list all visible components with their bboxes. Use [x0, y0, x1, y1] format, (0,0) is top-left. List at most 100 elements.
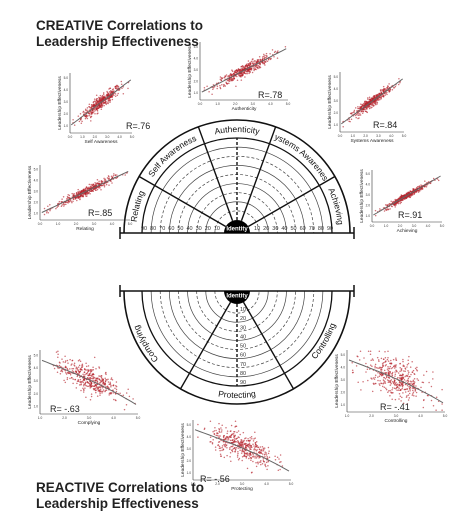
scatter-point — [407, 379, 409, 381]
scatter-point — [279, 461, 281, 463]
scatter-point — [95, 108, 98, 111]
scatter-point — [57, 356, 59, 359]
scatter-point — [88, 106, 91, 108]
scatter-point — [66, 198, 68, 200]
scatter-point — [249, 446, 251, 448]
scatter-point — [43, 207, 46, 210]
scatter-point — [402, 392, 404, 394]
scatter-point — [261, 448, 263, 451]
scatter-point — [377, 99, 380, 101]
scatter-point — [87, 370, 90, 373]
scatter-point — [212, 438, 214, 441]
scatter-point — [95, 384, 97, 387]
scatter-point — [104, 96, 107, 99]
scatter-point — [413, 381, 416, 383]
y-tick-label: 2.0 — [34, 201, 39, 205]
scatter-point — [437, 179, 440, 182]
scatter-point — [212, 430, 214, 433]
scatter-point — [408, 355, 410, 358]
wheel-ring — [205, 290, 269, 323]
scatter-point — [92, 101, 95, 104]
scatter-point — [226, 430, 229, 432]
scatter-point — [366, 106, 369, 109]
scatter-point — [261, 463, 264, 465]
scatter-point — [394, 384, 396, 386]
scatter-point — [95, 189, 97, 192]
scatter-point — [111, 378, 114, 381]
scatter-point — [220, 455, 222, 457]
scatter-point — [366, 368, 369, 371]
scatter-point — [92, 372, 94, 375]
scatter-point — [376, 95, 378, 97]
scatter-point — [223, 443, 225, 446]
scatter-point — [84, 194, 87, 196]
scatter-point — [226, 454, 228, 457]
x-tick-label: 2.0 — [398, 224, 403, 228]
scatter-point — [103, 185, 106, 188]
scatter-point — [105, 103, 107, 106]
scatter-point — [209, 420, 212, 422]
scatter-point — [45, 211, 48, 214]
scatter-point — [256, 66, 259, 69]
scatter-point — [93, 111, 95, 113]
scatter-point — [71, 370, 74, 372]
scatter-point — [90, 370, 93, 373]
scatter-point — [67, 200, 70, 203]
scatter-point — [351, 369, 354, 372]
scatter-point — [125, 392, 128, 394]
scatter-point — [415, 385, 417, 387]
scatter-point — [66, 377, 69, 379]
scatter-point — [250, 436, 253, 438]
scatter-point — [386, 379, 389, 381]
scatter-point — [274, 455, 276, 457]
scatter-point — [231, 77, 233, 79]
scatter-point — [83, 112, 86, 114]
scatter-point — [219, 435, 221, 437]
scatter-point — [240, 445, 243, 447]
scatter-point — [213, 433, 216, 436]
scatter-point — [245, 72, 247, 75]
scatter-point — [415, 391, 418, 394]
scatter-point — [411, 371, 414, 373]
scatter-point — [214, 449, 217, 451]
scatter-point — [84, 108, 87, 111]
scatter-point — [367, 105, 370, 108]
scatter-point — [432, 405, 435, 407]
scatter-point — [85, 109, 87, 112]
y-axis-label: Leadership Effectiveness — [359, 169, 365, 223]
scatter-point — [362, 380, 364, 383]
scatter-point — [264, 64, 266, 66]
scatter-point — [398, 387, 400, 389]
scatter-point — [396, 201, 399, 204]
scatter-point — [261, 445, 264, 448]
scatter-point — [79, 370, 81, 373]
scatter-point — [57, 350, 59, 353]
scatter-point — [371, 365, 373, 367]
scatter-point — [402, 199, 404, 201]
scatter-point — [85, 381, 87, 383]
scatter-point — [359, 350, 362, 352]
scale-label: 80 — [318, 226, 324, 232]
scatter-point — [397, 372, 400, 374]
scatter-point — [407, 380, 410, 382]
scatter-point — [99, 390, 102, 393]
scatter-point — [237, 452, 239, 455]
scatter-point — [55, 207, 57, 210]
scatter-point — [231, 439, 234, 441]
scatter-point — [267, 59, 270, 61]
scatter-point — [249, 69, 252, 71]
scatter-point — [96, 112, 98, 115]
scatter-point — [90, 186, 93, 189]
scatter-controlling: 1.0 2.0 3.0 4.0 5.0 1.0 2.0 3.0 4.0 5.0 Controllin… — [334, 350, 447, 424]
scatter-point — [400, 382, 403, 385]
scatter-point — [257, 59, 260, 61]
scatter-point — [247, 69, 250, 72]
scatter-point — [127, 87, 129, 90]
scatter-point — [370, 377, 372, 379]
scatter-point — [263, 53, 265, 56]
scatter-point — [249, 62, 251, 64]
scatter-point — [255, 462, 257, 464]
scatter-point — [254, 448, 256, 451]
scale-label: 70 — [240, 362, 246, 368]
scatter-point — [221, 83, 223, 86]
